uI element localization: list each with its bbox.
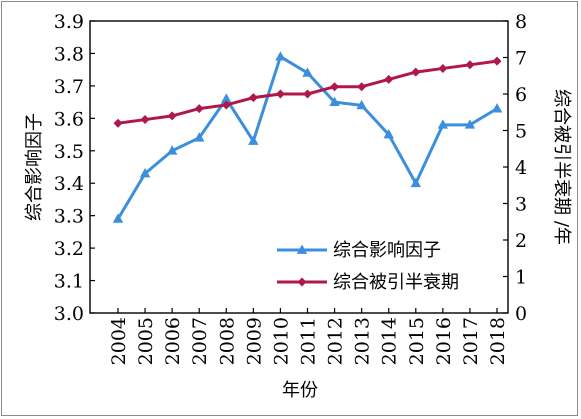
y-left-tick-label: 3.8 <box>54 43 84 65</box>
x-tick-label: 2009 <box>243 317 265 365</box>
series-0-point <box>410 177 422 188</box>
x-tick-label: 2015 <box>406 317 428 365</box>
x-tick-label: 2018 <box>487 317 509 365</box>
series-1-point <box>384 74 394 84</box>
x-tick-label: 2012 <box>325 317 347 365</box>
series-0-point <box>139 167 151 178</box>
series-0-point <box>356 99 367 110</box>
x-tick-label: 2005 <box>135 317 157 365</box>
y-left-tick-label: 3.1 <box>54 271 84 293</box>
series-1-point <box>438 63 448 73</box>
series-line-0 <box>116 55 498 220</box>
series-0-point <box>112 213 124 223</box>
series-1-point <box>140 115 150 125</box>
series-1-point <box>113 118 123 128</box>
y-left-tick-label: 3.0 <box>54 303 84 325</box>
x-tick-label: 2010 <box>270 317 292 365</box>
series-1-point <box>330 82 340 92</box>
series-0-point <box>464 119 476 129</box>
series-1-point <box>492 56 502 66</box>
y-right-tick-label: 4 <box>515 157 527 179</box>
series-1-point <box>194 104 204 114</box>
legend-label-impact-factor: 综合影响因子 <box>333 240 441 261</box>
y-axis-right-title: 综合被引半衰期 /年 <box>551 89 572 245</box>
y-right-tick-label: 7 <box>515 48 527 70</box>
x-tick-label: 2013 <box>352 317 374 365</box>
y-left-tick-label: 3.6 <box>54 108 84 130</box>
series-0-point <box>221 93 232 103</box>
series-1-point <box>167 111 177 121</box>
y-left-tick-label: 3.9 <box>54 11 84 33</box>
axes-layer: 3.0 3.1 3.2 3.3 3.4 3.5 3.6 3.7 3.8 3.9 0 1 2 3 4 5 6 7 8 2… <box>54 11 527 365</box>
x-tick-label: 2008 <box>216 317 238 365</box>
y-right-tick-label: 5 <box>515 121 527 143</box>
x-tick-label: 2011 <box>298 317 320 365</box>
y-right-tick-label: 2 <box>515 230 527 252</box>
y-right-tick-label: 3 <box>515 194 527 216</box>
series-1-point <box>248 93 258 103</box>
series-0-point <box>275 51 286 61</box>
series-1-point <box>221 100 231 110</box>
y-right-tick-label: 8 <box>515 11 527 33</box>
legend-marker-half-life <box>297 277 307 287</box>
y-left-tick-label: 3.5 <box>54 141 84 163</box>
legend: 综合影响因子 综合被引半衰期 <box>277 240 459 293</box>
y-axis-left-title: 综合影响因子 <box>24 113 45 221</box>
series-0-point <box>302 67 313 77</box>
x-tick-label: 2014 <box>379 317 401 365</box>
series-1-point <box>275 89 285 99</box>
series-1-point <box>303 89 312 99</box>
x-tick-label: 2017 <box>460 317 482 365</box>
series-0-point <box>383 129 394 139</box>
y-left-tick-label: 3.4 <box>54 173 84 195</box>
y-left-tick-label: 3.7 <box>54 76 84 98</box>
series-1-point <box>465 60 475 70</box>
y-left-tick-label: 3.2 <box>54 238 84 260</box>
series-0-point <box>329 96 340 106</box>
legend-marker-impact-factor <box>296 244 308 254</box>
series-1-point <box>411 67 421 77</box>
series-0-point <box>193 132 205 142</box>
series-0-point <box>491 103 503 113</box>
series-1-point <box>357 82 367 92</box>
series-0-point <box>437 119 449 129</box>
x-tick-label: 2006 <box>162 317 184 365</box>
x-tick-label: 2007 <box>189 317 211 365</box>
series-layer <box>112 51 503 223</box>
y-left-tick-label: 3.3 <box>54 206 84 228</box>
series-0-point <box>248 135 259 145</box>
series-0-point <box>166 145 178 155</box>
x-axis-title: 年份 <box>282 380 318 401</box>
y-right-tick-label: 6 <box>515 84 527 106</box>
x-tick-label: 2016 <box>433 317 455 365</box>
legend-label-half-life: 综合被引半衰期 <box>333 272 459 293</box>
y-right-tick-label: 1 <box>515 267 527 289</box>
x-tick-label: 2004 <box>108 317 130 365</box>
y-right-tick-label: 0 <box>515 303 527 325</box>
